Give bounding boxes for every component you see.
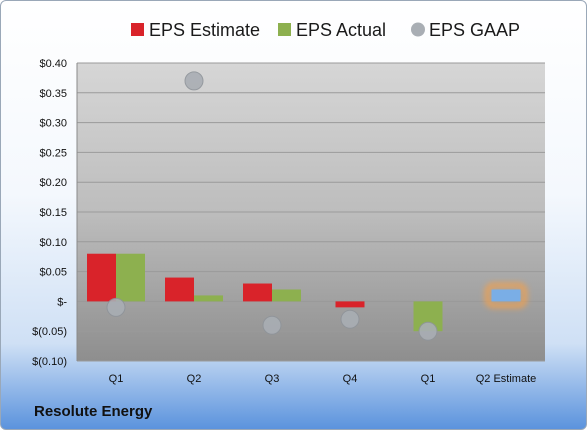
y-tick-label: $0.05: [39, 267, 67, 279]
bar-eps-actual: [194, 295, 223, 302]
x-tick-label: Q1: [421, 373, 436, 385]
x-axis-ticks: Q1 Q2 Q3 Q4 Q1 Q2 Estimate: [109, 373, 537, 385]
bar-eps-actual: [272, 289, 301, 302]
company-name: Resolute Energy: [34, 403, 153, 420]
point-eps-gaap: [340, 309, 360, 329]
y-tick-label: $0.25: [39, 147, 67, 159]
bar-eps-estimate: [335, 301, 365, 308]
legend-label: EPS GAAP: [429, 20, 520, 40]
y-tick-label: $0.15: [39, 207, 67, 219]
legend-swatch: [131, 23, 144, 36]
y-axis-ticks: $0.40 $0.35 $0.30 $0.25 $0.20 $0.15 $0.10 $0.05…: [32, 58, 67, 368]
y-tick-label: $-: [57, 296, 67, 308]
y-tick-label: $0.35: [39, 88, 67, 100]
x-tick-label: Q2: [187, 373, 202, 385]
bar-eps-estimate: [87, 253, 116, 302]
bar-eps-estimate: [165, 277, 194, 302]
y-tick-label: $(0.05): [32, 326, 67, 338]
bar-eps-actual: [116, 253, 145, 302]
x-tick-label: Q1: [109, 373, 124, 385]
legend-label: EPS Actual: [296, 20, 386, 40]
x-tick-label: Q3: [265, 373, 280, 385]
gaap-points: [106, 71, 438, 341]
y-tick-label: $(0.10): [32, 356, 67, 368]
x-tick-label: Q4: [343, 373, 358, 385]
gridlines: [76, 62, 545, 362]
x-tick-label: Q2 Estimate: [476, 373, 537, 385]
point-eps-gaap: [262, 315, 282, 335]
legend-swatch: [278, 23, 291, 36]
bar-estimate-highlight: [491, 289, 521, 302]
y-tick-label: $0.40: [39, 58, 67, 70]
bar-eps-estimate: [243, 283, 272, 302]
legend: EPS Estimate EPS Actual EPS GAAP: [131, 20, 520, 40]
y-tick-label: $0.20: [39, 177, 67, 189]
highlight-glow: [484, 282, 528, 309]
y-tick-label: $0.10: [39, 237, 67, 249]
bars: [87, 253, 528, 332]
point-eps-gaap: [184, 71, 204, 91]
legend-swatch: [411, 22, 425, 37]
legend-label: EPS Estimate: [149, 20, 260, 40]
y-tick-label: $0.30: [39, 118, 67, 130]
point-eps-gaap: [418, 321, 438, 341]
point-eps-gaap: [106, 297, 126, 317]
